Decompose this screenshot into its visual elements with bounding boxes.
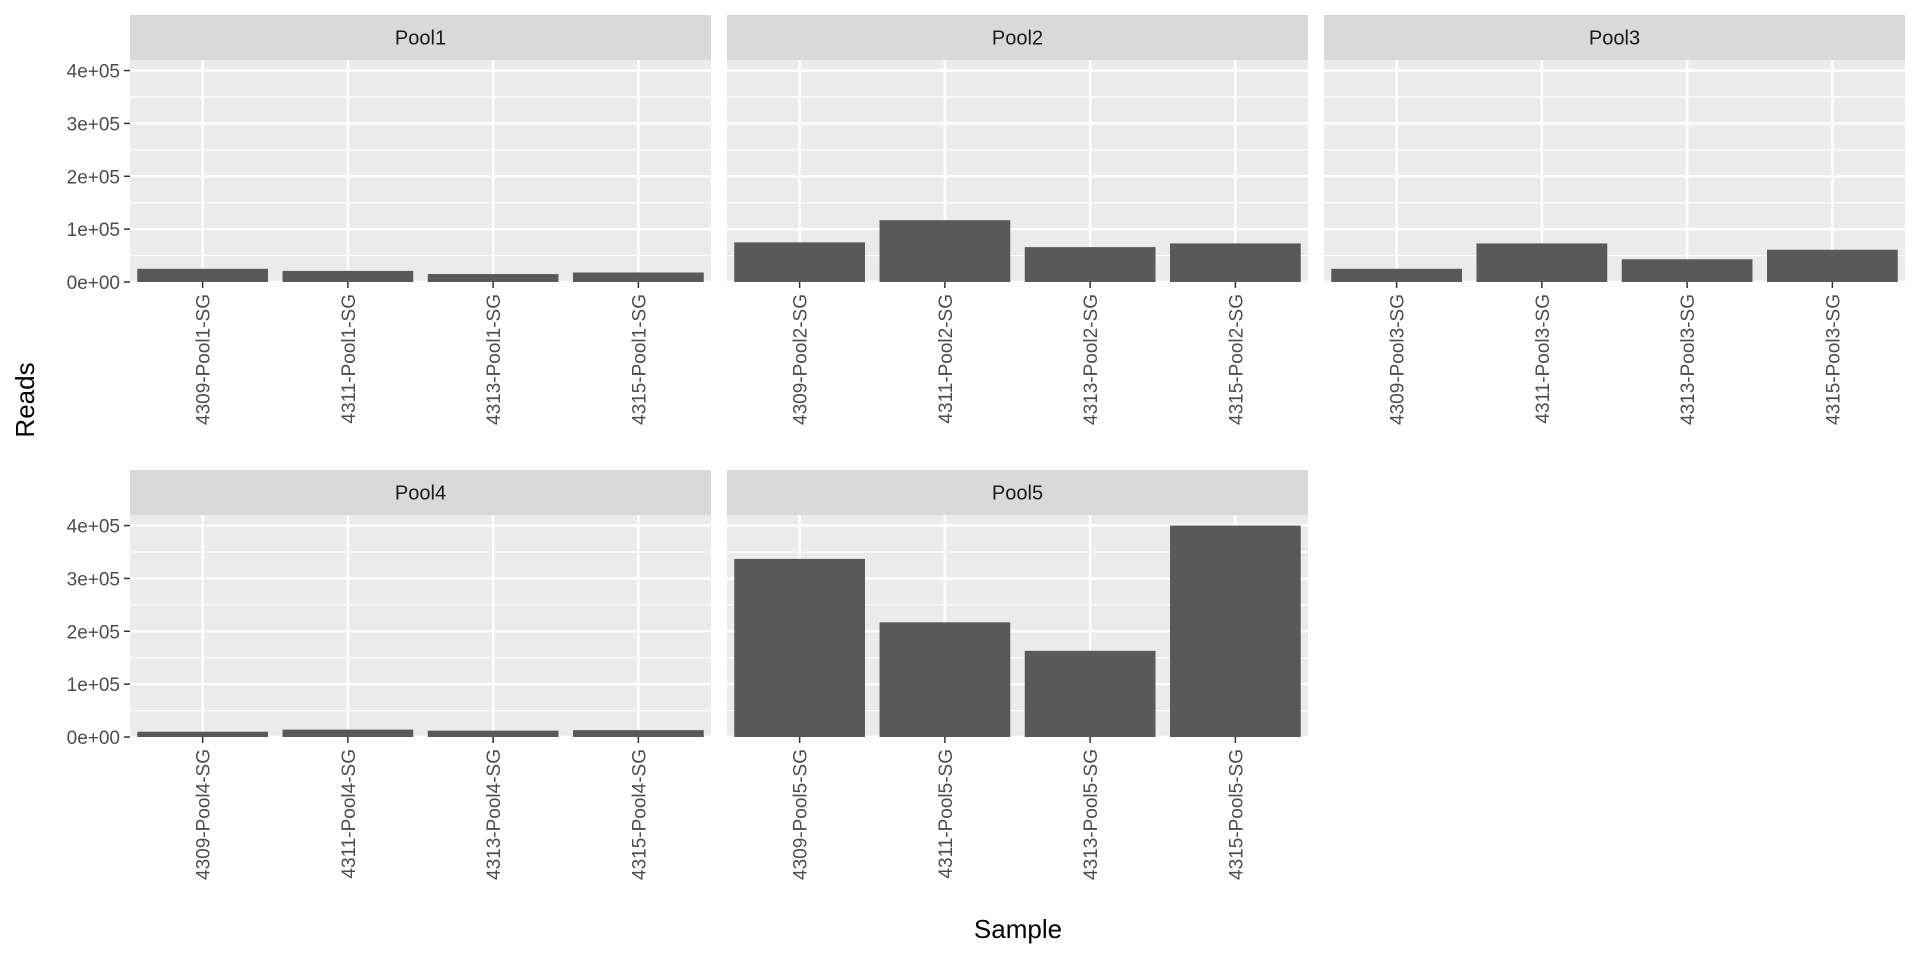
y-tick-label: 1e+05 xyxy=(67,220,120,241)
facet-pool3: Pool3 4309-Pool3-SG 4311-Pool3-SG 4313-Pool… xyxy=(1324,15,1905,425)
bar xyxy=(137,268,268,282)
bar xyxy=(282,729,414,737)
bar xyxy=(1331,268,1462,282)
x-tick-label: 4309-Pool4-SG xyxy=(194,749,215,880)
y-tick-label: 2e+05 xyxy=(67,622,120,643)
x-tick-label: 4313-Pool4-SG xyxy=(484,749,505,880)
bar xyxy=(1170,243,1301,282)
facet-pool1: Pool1 4309-Pool1-SG 4311-Pool1-SG 4313-Pool… xyxy=(67,15,711,425)
x-tick-label: 4311-Pool2-SG xyxy=(936,294,957,424)
bar xyxy=(427,274,559,282)
facet-strip-label: Pool1 xyxy=(395,28,446,50)
bar xyxy=(1024,247,1156,282)
bar xyxy=(573,730,704,737)
x-tick-label: 4313-Pool2-SG xyxy=(1081,294,1102,425)
y-tick-label: 4e+05 xyxy=(67,517,120,538)
facet-pool5: Pool5 4309-Pool5-SG 4311-Pool5-SG 4313-Pool… xyxy=(727,470,1308,880)
facet-strip-label: Pool5 xyxy=(992,483,1043,505)
x-tick-label: 4309-Pool3-SG xyxy=(1388,294,1409,425)
facet-strip xyxy=(130,470,711,515)
panel-background xyxy=(130,60,711,282)
y-tick-label: 0e+00 xyxy=(67,728,120,749)
facet-pool2: Pool2 4309-Pool2-SG 4311-Pool2-SG 4313-Pool… xyxy=(727,15,1308,425)
x-tick-label: 4311-Pool1-SG xyxy=(339,294,360,424)
bar xyxy=(734,242,865,282)
y-tick-label: 0e+00 xyxy=(67,273,120,294)
x-tick-label: 4313-Pool3-SG xyxy=(1678,294,1699,425)
x-tick-label: 4311-Pool4-SG xyxy=(339,749,360,879)
facet-strip-label: Pool2 xyxy=(992,28,1043,50)
facet-strip-label: Pool4 xyxy=(395,483,446,505)
facet-strip xyxy=(727,470,1308,515)
facet-strip xyxy=(1324,15,1905,60)
y-axis-title: Reads xyxy=(10,362,40,437)
bar xyxy=(879,220,1011,282)
x-tick-label: 4313-Pool1-SG xyxy=(484,294,505,425)
facet-strip xyxy=(727,15,1308,60)
x-tick-label: 4311-Pool5-SG xyxy=(936,749,957,879)
bar xyxy=(1621,259,1753,282)
x-tick-label: 4315-Pool2-SG xyxy=(1226,294,1247,425)
x-tick-label: 4309-Pool5-SG xyxy=(791,749,812,880)
x-tick-label: 4315-Pool3-SG xyxy=(1823,294,1844,425)
panel-background xyxy=(1324,60,1905,282)
x-axis-title: Sample xyxy=(974,914,1062,944)
facet-strip-label: Pool3 xyxy=(1589,28,1640,50)
panel-background xyxy=(130,515,711,737)
x-tick-label: 4311-Pool3-SG xyxy=(1533,294,1554,424)
x-tick-label: 4313-Pool5-SG xyxy=(1081,749,1102,880)
x-tick-label: 4315-Pool4-SG xyxy=(629,749,650,880)
facet-panels: Pool1 4309-Pool1-SG 4311-Pool1-SG 4313-Pool… xyxy=(67,15,1905,880)
x-tick-label: 4309-Pool1-SG xyxy=(194,294,215,425)
bar xyxy=(1767,249,1898,282)
bar xyxy=(1476,243,1608,282)
bar xyxy=(137,731,268,737)
x-tick-label: 4315-Pool1-SG xyxy=(629,294,650,425)
bar xyxy=(427,730,559,737)
y-tick-label: 1e+05 xyxy=(67,675,120,696)
bar xyxy=(1170,525,1301,737)
facet-pool4: Pool4 4309-Pool4-SG 4311-Pool4-SG 4313-Pool… xyxy=(67,470,711,880)
bar xyxy=(879,622,1011,737)
y-tick-label: 2e+05 xyxy=(67,167,120,188)
bar xyxy=(573,272,704,282)
bar xyxy=(734,558,865,737)
y-tick-label: 4e+05 xyxy=(67,62,120,83)
x-tick-label: 4315-Pool5-SG xyxy=(1226,749,1247,880)
y-tick-label: 3e+05 xyxy=(67,569,120,590)
bar xyxy=(1024,650,1156,737)
facet-strip xyxy=(130,15,711,60)
y-tick-label: 3e+05 xyxy=(67,114,120,135)
bar xyxy=(282,270,414,282)
x-tick-label: 4309-Pool2-SG xyxy=(791,294,812,425)
